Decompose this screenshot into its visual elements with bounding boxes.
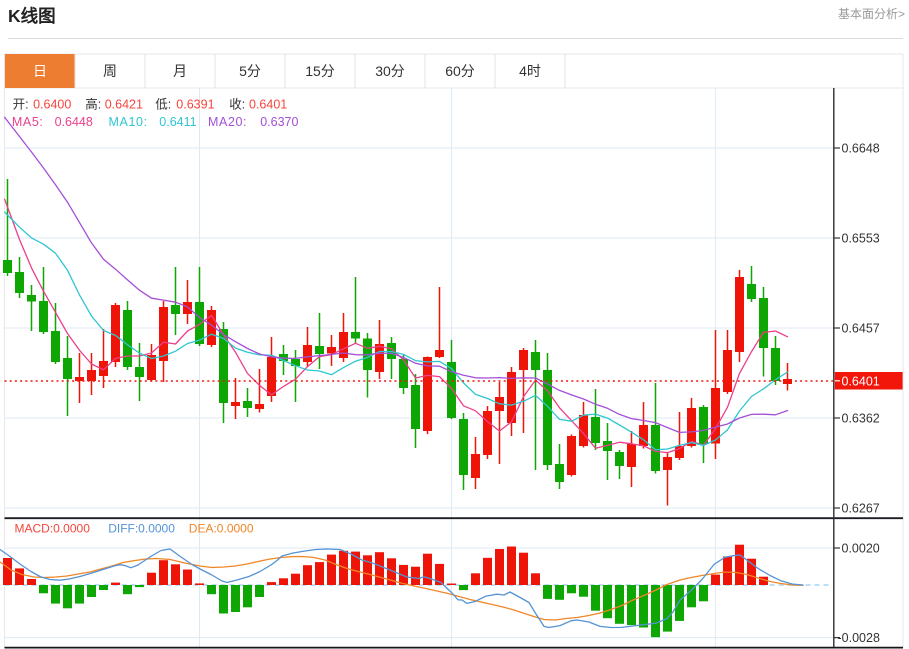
svg-text:15分: 15分 [305, 63, 335, 79]
svg-text:K线图: K线图 [8, 6, 56, 26]
svg-text:0.0020: 0.0020 [842, 541, 880, 555]
svg-text:基本面分析>: 基本面分析> [838, 7, 905, 21]
svg-text:0.6401: 0.6401 [842, 374, 880, 388]
svg-text:MACD:0.0000: MACD:0.0000 [15, 522, 91, 536]
svg-text:高:: 高: [85, 97, 101, 112]
svg-text:开:: 开: [13, 98, 29, 112]
svg-text:0.6401: 0.6401 [249, 98, 287, 112]
svg-text:0.6267: 0.6267 [842, 501, 880, 515]
svg-text:收:: 收: [229, 98, 245, 112]
svg-text:60分: 60分 [445, 63, 475, 79]
svg-text:0.6648: 0.6648 [842, 141, 880, 155]
svg-text:0.6553: 0.6553 [842, 231, 880, 245]
svg-text:30分: 30分 [375, 63, 405, 79]
svg-text:0.6370: 0.6370 [260, 115, 298, 129]
svg-text:0.6448: 0.6448 [55, 115, 93, 129]
svg-text:5分: 5分 [239, 63, 261, 79]
svg-text:0.6411: 0.6411 [159, 115, 196, 129]
svg-text:周: 周 [103, 63, 117, 79]
svg-text:MA20:: MA20: [208, 115, 247, 129]
svg-text:0.6457: 0.6457 [842, 321, 880, 335]
svg-text:0.6400: 0.6400 [33, 98, 71, 112]
svg-text:0.6391: 0.6391 [176, 98, 214, 112]
svg-text:MA5:: MA5: [12, 115, 44, 129]
svg-text:低:: 低: [155, 98, 171, 112]
svg-text:MA10:: MA10: [109, 115, 148, 129]
svg-text:日: 日 [33, 63, 47, 79]
svg-text:4时: 4时 [519, 63, 541, 79]
svg-text:0.6362: 0.6362 [842, 411, 880, 425]
svg-text:DIFF:0.0000: DIFF:0.0000 [108, 522, 175, 536]
svg-text:月: 月 [173, 63, 187, 79]
svg-text:-0.0028: -0.0028 [838, 631, 880, 645]
svg-text:DEA:0.0000: DEA:0.0000 [189, 522, 254, 536]
svg-text:0.6421: 0.6421 [105, 98, 143, 112]
